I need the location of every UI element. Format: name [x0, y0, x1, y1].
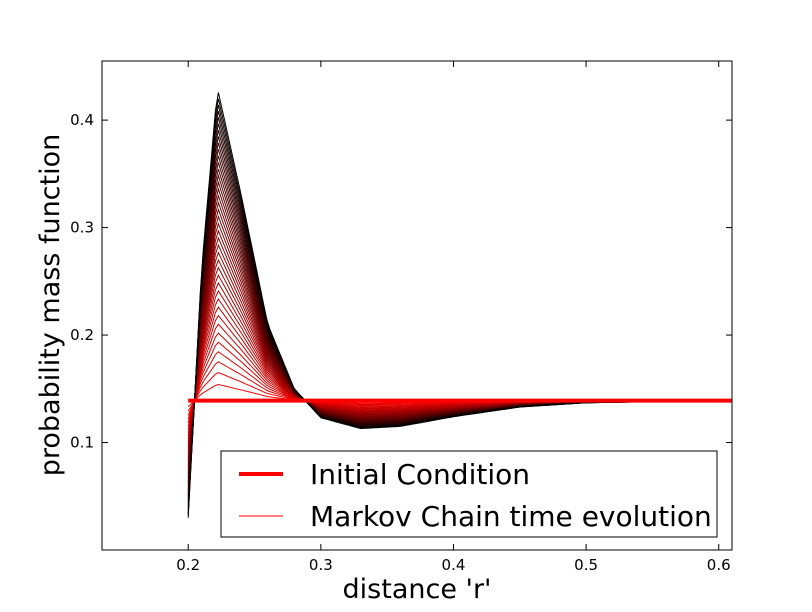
x-tick-label: 0.2	[176, 556, 200, 574]
x-tick-label: 0.6	[707, 556, 731, 574]
legend-label-initial: Initial Condition	[310, 458, 530, 491]
legend: Initial Condition Markov Chain time evol…	[220, 450, 718, 538]
x-tick-label: 0.5	[574, 556, 598, 574]
y-tick-label: 0.3	[70, 219, 94, 237]
plot-frame	[101, 60, 733, 551]
y-axis-ticks: 0.1 0.2 0.3 0.4	[70, 111, 732, 452]
x-axis-ticks: 0.2 0.3 0.4 0.5 0.6	[176, 61, 731, 574]
legend-label-evolution: Markov Chain time evolution	[310, 500, 712, 533]
y-tick-label: 0.2	[70, 326, 94, 344]
x-tick-label: 0.3	[309, 556, 333, 574]
y-tick-label: 0.1	[70, 434, 94, 452]
x-axis-label: distance 'r'	[343, 574, 492, 605]
legend-box	[220, 450, 718, 538]
y-axis-label: probability mass function	[35, 134, 66, 477]
y-tick-label: 0.4	[70, 111, 94, 129]
x-tick-label: 0.4	[442, 556, 466, 574]
